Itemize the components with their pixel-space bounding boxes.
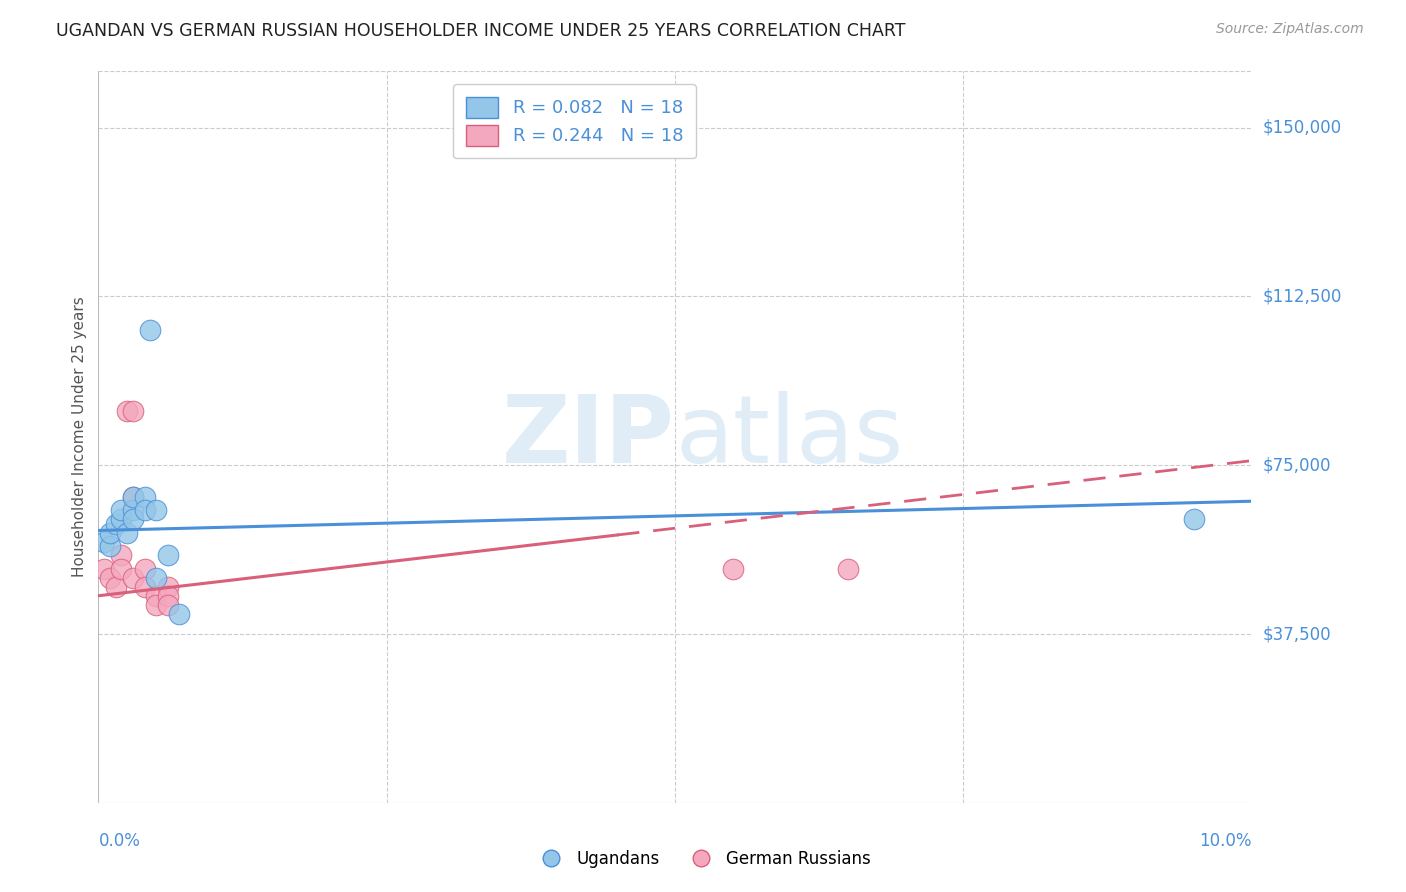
Text: $112,500: $112,500	[1263, 287, 1341, 305]
Point	[156, 580, 179, 594]
Point	[134, 580, 156, 594]
Point	[721, 562, 744, 576]
Text: 10.0%: 10.0%	[1199, 832, 1251, 850]
Point	[156, 598, 179, 612]
Point	[122, 571, 145, 585]
Point	[134, 503, 156, 517]
Point	[110, 503, 132, 517]
Point	[117, 404, 139, 418]
Point	[122, 490, 145, 504]
Y-axis label: Householder Income Under 25 years: Householder Income Under 25 years	[72, 297, 87, 577]
Point	[110, 562, 132, 576]
Point	[110, 512, 132, 526]
Legend: R = 0.082   N = 18, R = 0.244   N = 18: R = 0.082 N = 18, R = 0.244 N = 18	[453, 84, 696, 158]
Point	[98, 571, 121, 585]
Point	[837, 562, 859, 576]
Point	[93, 534, 115, 549]
Point	[117, 525, 139, 540]
Point	[98, 539, 121, 553]
Point	[93, 562, 115, 576]
Text: $37,500: $37,500	[1263, 625, 1331, 643]
Point	[104, 516, 127, 531]
Text: $75,000: $75,000	[1263, 456, 1331, 475]
Text: UGANDAN VS GERMAN RUSSIAN HOUSEHOLDER INCOME UNDER 25 YEARS CORRELATION CHART: UGANDAN VS GERMAN RUSSIAN HOUSEHOLDER IN…	[56, 22, 905, 40]
Point	[1182, 512, 1205, 526]
Point	[156, 548, 179, 562]
Point	[145, 503, 167, 517]
Point	[122, 404, 145, 418]
Text: ZIP: ZIP	[502, 391, 675, 483]
Point	[104, 580, 127, 594]
Point	[98, 525, 121, 540]
Text: 0.0%: 0.0%	[98, 832, 141, 850]
Point	[145, 589, 167, 603]
Point	[139, 323, 162, 337]
Legend: Ugandans, German Russians: Ugandans, German Russians	[529, 844, 877, 875]
Text: Source: ZipAtlas.com: Source: ZipAtlas.com	[1216, 22, 1364, 37]
Point	[134, 490, 156, 504]
Point	[122, 512, 145, 526]
Text: $150,000: $150,000	[1263, 119, 1341, 136]
Point	[122, 503, 145, 517]
Text: atlas: atlas	[675, 391, 903, 483]
Point	[156, 589, 179, 603]
Point	[122, 490, 145, 504]
Point	[145, 598, 167, 612]
Point	[145, 571, 167, 585]
Point	[134, 562, 156, 576]
Point	[167, 607, 190, 621]
Point	[110, 548, 132, 562]
